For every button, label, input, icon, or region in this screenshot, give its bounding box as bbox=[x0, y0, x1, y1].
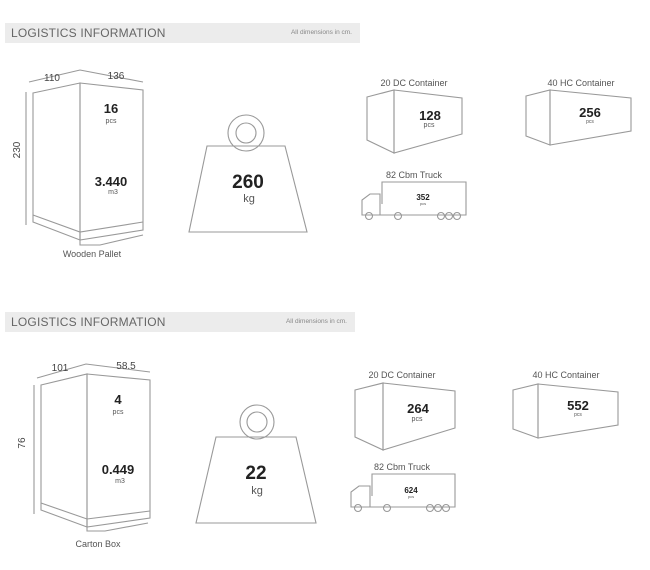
quantity-value: 4 bbox=[114, 392, 122, 407]
weight-icon bbox=[188, 114, 308, 233]
volume-unit: m3 bbox=[115, 478, 125, 485]
weight-value: 260 bbox=[232, 172, 264, 193]
container-20dc-value: 128 bbox=[419, 108, 441, 123]
container-20dc-label: 20 DC Container bbox=[368, 370, 435, 380]
pallet-depth: 136 bbox=[108, 71, 125, 82]
container-40hc-label: 40 HC Container bbox=[547, 78, 614, 88]
carton-depth: 58.5 bbox=[116, 361, 136, 372]
volume-value: 3.440 bbox=[95, 174, 128, 189]
truck-icon bbox=[361, 181, 467, 221]
truck-icon bbox=[350, 473, 456, 513]
truck-unit: pcs bbox=[408, 494, 414, 499]
truck-label: 82 Cbm Truck bbox=[374, 462, 431, 472]
truck-value: 624 bbox=[404, 486, 418, 495]
container-40hc-unit: pcs bbox=[586, 119, 594, 125]
container-40hc-icon bbox=[525, 89, 632, 146]
container-40hc-value: 552 bbox=[567, 398, 589, 413]
package-label: Carton Box bbox=[75, 539, 121, 549]
dimensions-note: All dimensions in cm. bbox=[290, 29, 352, 36]
package-label: Wooden Pallet bbox=[63, 249, 122, 259]
section-header: LOGISTICS INFORMATION All dimensions in … bbox=[5, 23, 360, 43]
volume-unit: m3 bbox=[108, 189, 118, 196]
carton-box-illustration bbox=[33, 363, 151, 532]
weight-value: 22 bbox=[245, 463, 266, 484]
truck-unit: pcs bbox=[420, 201, 426, 206]
weight-icon bbox=[195, 404, 317, 524]
dimensions-note: All dimensions in cm. bbox=[285, 318, 347, 325]
container-40hc-unit: pcs bbox=[574, 412, 582, 418]
pallet-width: 110 bbox=[44, 73, 60, 84]
quantity-value: 16 bbox=[104, 101, 118, 116]
quantity-unit: pcs bbox=[106, 118, 117, 125]
container-20dc-icon bbox=[354, 382, 456, 451]
container-20dc-unit: pcs bbox=[412, 416, 423, 423]
truck-label: 82 Cbm Truck bbox=[386, 170, 443, 180]
container-40hc-icon bbox=[512, 383, 619, 439]
container-20dc-value: 264 bbox=[407, 401, 429, 416]
quantity-unit: pcs bbox=[113, 409, 124, 416]
container-20dc-icon bbox=[366, 89, 463, 154]
container-40hc-label: 40 HC Container bbox=[532, 370, 599, 380]
container-20dc-label: 20 DC Container bbox=[380, 78, 447, 88]
weight-unit: kg bbox=[251, 485, 263, 497]
section-title: LOGISTICS INFORMATION bbox=[11, 315, 166, 329]
pallet-illustration bbox=[25, 69, 144, 246]
pallet-height: 230 bbox=[12, 141, 23, 158]
volume-value: 0.449 bbox=[102, 462, 135, 477]
weight-unit: kg bbox=[243, 193, 255, 205]
section-header: LOGISTICS INFORMATION All dimensions in … bbox=[5, 312, 355, 332]
carton-height: 76 bbox=[17, 437, 28, 449]
carton-width: 101 bbox=[52, 363, 69, 374]
container-40hc-value: 256 bbox=[579, 105, 601, 120]
container-20dc-unit: pcs bbox=[424, 122, 435, 129]
truck-value: 352 bbox=[416, 193, 430, 202]
section-title: LOGISTICS INFORMATION bbox=[11, 26, 166, 40]
